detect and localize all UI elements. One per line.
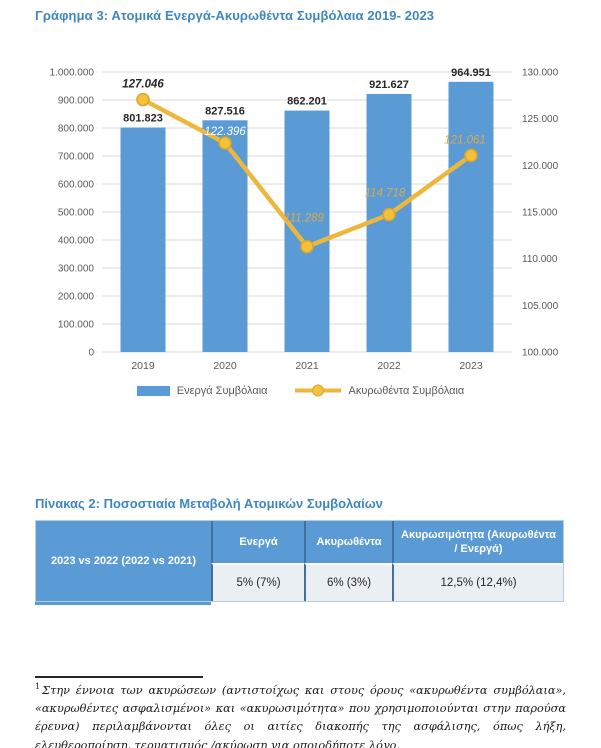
right-axis-tick-label: 105.000 [522,301,559,312]
right-axis-tick-label: 115.000 [522,208,558,219]
line-value-label: 122.396 [204,126,246,138]
footnote: 1 Στην έννοια των ακυρώσεων (αντιστοίχως … [35,681,566,748]
legend-item-cancelled-policies: Ακυρωθέντα Συμβόλαια [294,384,465,397]
line-point-marker [382,207,396,222]
footnote-marker: 1 [35,682,41,691]
bar [448,81,494,352]
x-axis-category-label: 2021 [295,360,319,372]
legend-label-active: Ενεργά Συμβόλαια [176,384,268,397]
bar [202,120,248,352]
left-axis-tick-label: 500.000 [58,208,95,219]
bar-value-label: 964.951 [451,67,491,79]
left-axis-tick-label: 900.000 [58,96,95,107]
bar-value-label: 862.201 [287,96,327,108]
footnote-separator [35,676,203,678]
left-axis-tick-label: 1.000.000 [50,68,95,79]
table-left-cell-tail [35,602,211,605]
left-axis-tick-label: 0 [88,348,94,359]
line-point-marker [464,148,478,163]
right-axis-tick-label: 100.000 [522,348,559,359]
x-axis-category-label: 2020 [213,360,237,372]
left-axis-tick-label: 600.000 [58,180,95,191]
right-axis-tick-label: 130.000 [522,68,559,79]
left-axis-tick-label: 700.000 [58,152,95,163]
bar [120,127,166,352]
table-value-active: 5% (7%) [211,563,304,601]
chart-legend: Ενεργά Συμβόλαια Ακυρωθέντα Συμβόλαια [0,384,601,397]
line-value-label: 111.289 [284,213,324,225]
left-axis-tick-label: 300.000 [58,264,95,275]
combo-chart: 1.000.000 900.000 800.000 700.000 600.000 500… [50,67,559,372]
bar-series-swatch-icon [136,385,170,396]
table-row-header: 2023 vs 2022 (2022 vs 2021) [36,521,211,601]
left-axis-tick-label: 200.000 [58,292,95,303]
chart-title: Γράφημα 3: Ατομικά Ενεργά-Ακυρωθέντα Συμ… [35,8,435,23]
left-axis-tick-label: 100.000 [58,320,95,331]
bar [284,110,330,352]
legend-item-active-policies: Ενεργά Συμβόλαια [136,384,268,397]
line-point-marker [218,136,232,150]
line-point-marker [136,92,150,107]
bar-value-label: 827.516 [205,105,245,117]
right-axis-tick-label: 120.000 [522,161,559,172]
bar-value-label: 801.823 [123,112,163,124]
x-axis-category-label: 2023 [459,360,483,372]
left-axis-tick-label: 400.000 [58,236,95,247]
legend-label-cancelled: Ακυρωθέντα Συμβόλαια [348,384,465,397]
table-col-header-cancellation-rate: Ακυρωσιμότητα (Ακυρωθέντα / Ενεργά) [392,521,563,563]
line-point-marker [300,239,314,254]
line-series-swatch-icon [294,384,341,397]
x-axis-category-label: 2022 [377,360,401,372]
table-value-cancelled: 6% (3%) [304,563,392,601]
footnote-text: Στην έννοια των ακυρώσεων (αντιστοίχως κ… [35,683,566,748]
table-col-header-cancelled: Ακυρωθέντα [304,521,392,563]
left-axis-tick-label: 800.000 [58,124,95,135]
x-axis-category-label: 2019 [131,360,155,372]
percent-change-table: 2023 vs 2022 (2022 vs 2021) Ενεργά Ακυρω… [35,520,564,602]
bar-value-label: 921.627 [369,79,409,91]
right-axis-tick-label: 110.000 [522,254,558,265]
table-col-header-active: Ενεργά [211,521,304,563]
table-title: Πίνακας 2: Ποσοστιαία Μεταβολή Ατομικών … [35,496,383,511]
line-value-label: 121.061 [444,134,486,146]
line-value-label: 127.046 [122,79,164,91]
table-value-cancellation-rate: 12,5% (12,4%) [392,563,563,601]
right-axis-tick-label: 125.000 [522,114,559,125]
line-value-label: 114.718 [365,188,406,200]
bar [366,93,412,352]
